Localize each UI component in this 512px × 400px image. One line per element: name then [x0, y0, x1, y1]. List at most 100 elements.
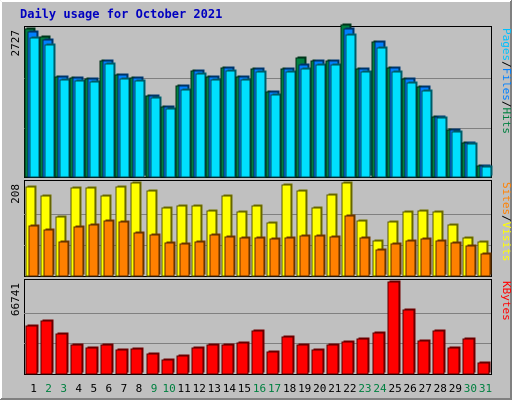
bar-kbytes-day-24 — [372, 331, 386, 375]
day-label: 18 — [283, 382, 296, 395]
bar-kbytes-day-5 — [85, 346, 99, 375]
bar-pages-day-24 — [376, 46, 388, 178]
day-label: 30 — [464, 382, 477, 395]
bar-pages-day-10 — [165, 107, 177, 178]
day-label: 8 — [136, 382, 143, 395]
bar-kbytes-day-23 — [356, 337, 370, 375]
bar-kbytes-day-26 — [402, 308, 416, 375]
day-label: 9 — [151, 382, 158, 395]
panel-kbytes: 66741 KBytes — [9, 279, 512, 375]
bar-sites-day-5 — [88, 223, 100, 277]
bar-sites-day-6 — [103, 219, 115, 277]
day-label: 28 — [434, 382, 447, 395]
bar-sites-day-19 — [299, 234, 311, 277]
legend-entry: / — [500, 215, 512, 222]
day-label: 12 — [193, 382, 206, 395]
bar-kbytes-day-4 — [70, 343, 84, 375]
bar-kbytes-day-14 — [221, 343, 235, 375]
bar-kbytes-day-13 — [206, 343, 220, 375]
bar-sites-day-29 — [450, 241, 462, 277]
day-label: 5 — [90, 382, 97, 395]
day-label: 21 — [328, 382, 341, 395]
bar-sites-day-18 — [284, 236, 296, 277]
bar-sites-day-25 — [390, 242, 402, 277]
bar-pages-day-15 — [240, 78, 252, 178]
day-label: 13 — [208, 382, 221, 395]
bar-kbytes-day-19 — [296, 343, 310, 375]
day-label: 20 — [313, 382, 326, 395]
bar-sites-day-17 — [269, 237, 281, 277]
bar-pages-day-29 — [451, 130, 463, 178]
bar-pages-day-23 — [360, 70, 372, 178]
day-label: 23 — [358, 382, 371, 395]
bar-pages-day-8 — [134, 79, 146, 178]
day-label: 22 — [343, 382, 356, 395]
bar-kbytes-day-9 — [146, 352, 160, 375]
ymax-label: 2727 — [9, 30, 22, 57]
legend-pages-files-hits: Pages/Files/Hits — [500, 28, 512, 134]
bar-kbytes-day-7 — [115, 348, 129, 375]
legend-entry: Hits — [500, 108, 512, 135]
bar-pages-day-9 — [150, 96, 162, 178]
bar-sites-day-24 — [375, 248, 387, 277]
bar-pages-day-5 — [89, 80, 101, 178]
bar-pages-day-28 — [436, 116, 448, 178]
day-label: 26 — [404, 382, 417, 395]
day-label: 14 — [223, 382, 237, 395]
bar-kbytes-day-25 — [387, 280, 401, 375]
day-label: 11 — [178, 382, 191, 395]
day-label: 4 — [75, 382, 82, 395]
bar-sites-day-27 — [420, 237, 432, 277]
bar-sites-day-23 — [359, 236, 371, 277]
bar-pages-day-11 — [180, 88, 192, 178]
bar-sites-day-1 — [28, 224, 40, 277]
day-label: 16 — [253, 382, 266, 395]
legend-entry: Files — [500, 68, 512, 101]
bar-sites-day-11 — [179, 242, 191, 277]
bar-kbytes-day-18 — [281, 335, 295, 375]
day-label: 25 — [388, 382, 401, 395]
bar-pages-day-30 — [466, 142, 478, 178]
day-label: 10 — [162, 382, 175, 395]
bar-pages-day-17 — [270, 93, 282, 178]
bar-sites-day-8 — [133, 231, 145, 277]
legend-entry: / — [500, 61, 512, 68]
bar-pages-day-13 — [210, 78, 222, 178]
bar-sites-day-15 — [239, 236, 251, 277]
day-label: 19 — [298, 382, 311, 395]
bar-pages-day-6 — [104, 62, 116, 178]
bar-sites-day-12 — [194, 240, 206, 277]
bar-sites-day-10 — [164, 241, 176, 277]
bar-sites-day-28 — [435, 239, 447, 277]
legend-entry: Sites — [500, 182, 512, 215]
bar-kbytes-day-12 — [191, 346, 205, 375]
bar-kbytes-day-29 — [447, 346, 461, 375]
day-label: 6 — [106, 382, 113, 395]
legend-entry: / — [500, 101, 512, 108]
bar-kbytes-day-16 — [251, 329, 265, 375]
bar-sites-day-26 — [405, 239, 417, 277]
chart-title: Daily usage for October 2021 — [20, 7, 222, 21]
bar-pages-day-26 — [406, 81, 418, 178]
bar-kbytes-day-17 — [266, 350, 280, 375]
bar-kbytes-day-2 — [40, 319, 54, 375]
bar-pages-day-12 — [195, 72, 207, 178]
bar-kbytes-day-21 — [326, 343, 340, 375]
bar-sites-day-13 — [209, 233, 221, 277]
bar-pages-day-14 — [225, 69, 237, 178]
legend-entry: Pages — [500, 28, 512, 61]
bar-kbytes-day-22 — [341, 340, 355, 375]
panel-sites-visits: 208 Sites/Visits — [9, 180, 512, 277]
bar-kbytes-day-20 — [311, 348, 325, 375]
bar-sites-day-7 — [118, 220, 130, 277]
day-label: 1 — [30, 382, 37, 395]
bar-kbytes-day-3 — [55, 332, 69, 375]
bar-sites-day-22 — [344, 214, 356, 277]
day-label: 29 — [449, 382, 462, 395]
bar-pages-day-19 — [300, 67, 312, 178]
bar-sites-day-20 — [314, 234, 326, 277]
bar-sites-day-9 — [149, 233, 161, 277]
bar-pages-day-20 — [315, 63, 327, 178]
